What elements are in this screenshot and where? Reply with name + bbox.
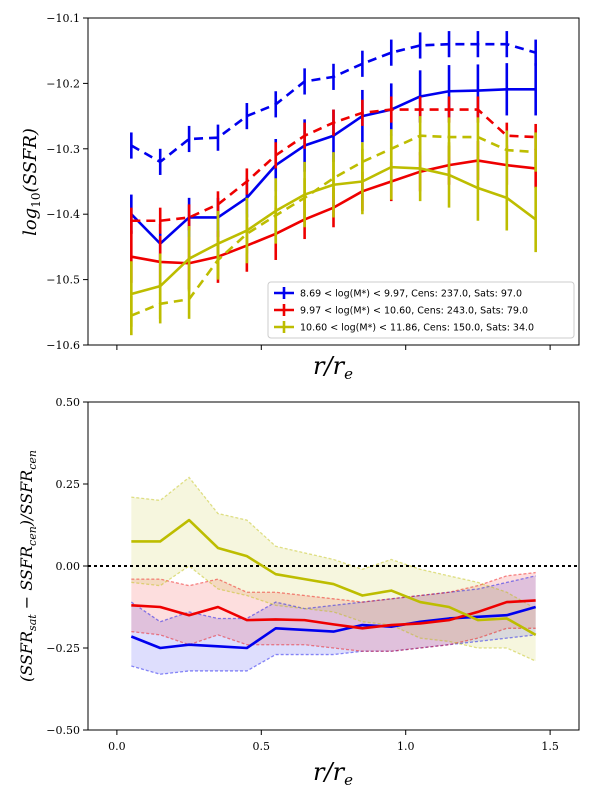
- bottom-y-tick-label-2: 0.00: [56, 560, 81, 573]
- bottom-y-tick-label-1: −0.25: [46, 642, 80, 655]
- bottom-series-3-line: [131, 518, 537, 637]
- bottom-x-tick-label-2: 1.0: [397, 740, 415, 753]
- legend-label-1: 8.69 < log(M*) < 9.97, Cens: 237.0, Sats…: [300, 289, 522, 300]
- bottom-x-tick-label-0: 0.0: [108, 740, 126, 753]
- top-y-tick-label-5: −10.1: [46, 12, 80, 25]
- top-y-tick-label-4: −10.2: [46, 77, 80, 90]
- top-y-tick-label-1: −10.5: [46, 274, 80, 287]
- bottom-y-tick-label-3: 0.25: [56, 478, 81, 491]
- legend: 8.69 < log(M*) < 9.97, Cens: 237.0, Sats…: [267, 281, 575, 339]
- bottom-series-1-lower-edge: [131, 634, 536, 675]
- legend-label-2: 9.97 < log(M*) < 10.60, Cens: 243.0, Sat…: [300, 306, 528, 317]
- legend-label-3: 10.60 < log(M*) < 11.86, Cens: 150.0, Sa…: [300, 323, 534, 334]
- bottom-y-axis-label: (SSFRsat − SSFRcen)/SSFRcen: [17, 450, 39, 682]
- top-plot-panel: −10.6 −10.5 −10.4 −10.3 −10.2 −10.1 log10(SSF…: [20, 12, 580, 383]
- bottom-y-tick-label-0: −0.50: [46, 724, 80, 737]
- top-series-6-line: [130, 134, 536, 317]
- bottom-plot-panel: −0.50 −0.25 0.00 0.25 0.50 0.0 0.5 1.0 1.5 (SSFR…: [17, 396, 580, 789]
- top-y-tick-label-2: −10.4: [46, 208, 80, 221]
- bottom-x-tick-label-1: 0.5: [253, 740, 271, 753]
- bottom-x-axis-label: r/re: [313, 758, 353, 789]
- bottom-series-2-lower-edge: [131, 627, 536, 652]
- bottom-series-3-band: [131, 477, 536, 662]
- bottom-series-3-lower-edge: [131, 565, 536, 662]
- top-plot-frame: [87, 17, 580, 346]
- bottom-series-1-upper-edge: [130, 575, 536, 623]
- bottom-x-tick-label-3: 1.5: [541, 740, 559, 753]
- bottom-series-1-line: [130, 605, 537, 650]
- bottom-y-tick-label-4: 0.50: [56, 396, 81, 409]
- top-x-axis-label: r/re: [313, 352, 353, 383]
- bottom-axes: −0.50 −0.25 0.00 0.25 0.50 0.0 0.5 1.0 1.5: [46, 396, 559, 753]
- top-y-tick-label-3: −10.3: [46, 143, 80, 156]
- bottom-series-2-upper-edge: [131, 571, 536, 603]
- bottom-series-3-upper-edge: [131, 476, 536, 610]
- bottom-series-2-band: [131, 572, 536, 652]
- legend-box: [267, 281, 575, 339]
- top-axes: −10.6 −10.5 −10.4 −10.3 −10.2 −10.1: [46, 12, 551, 352]
- bottom-plot-marks: [88, 476, 579, 675]
- top-y-tick-label-0: −10.6: [46, 339, 80, 352]
- top-y-axis-label: log10(SSFR): [20, 128, 43, 236]
- top-plot-marks: [130, 31, 537, 336]
